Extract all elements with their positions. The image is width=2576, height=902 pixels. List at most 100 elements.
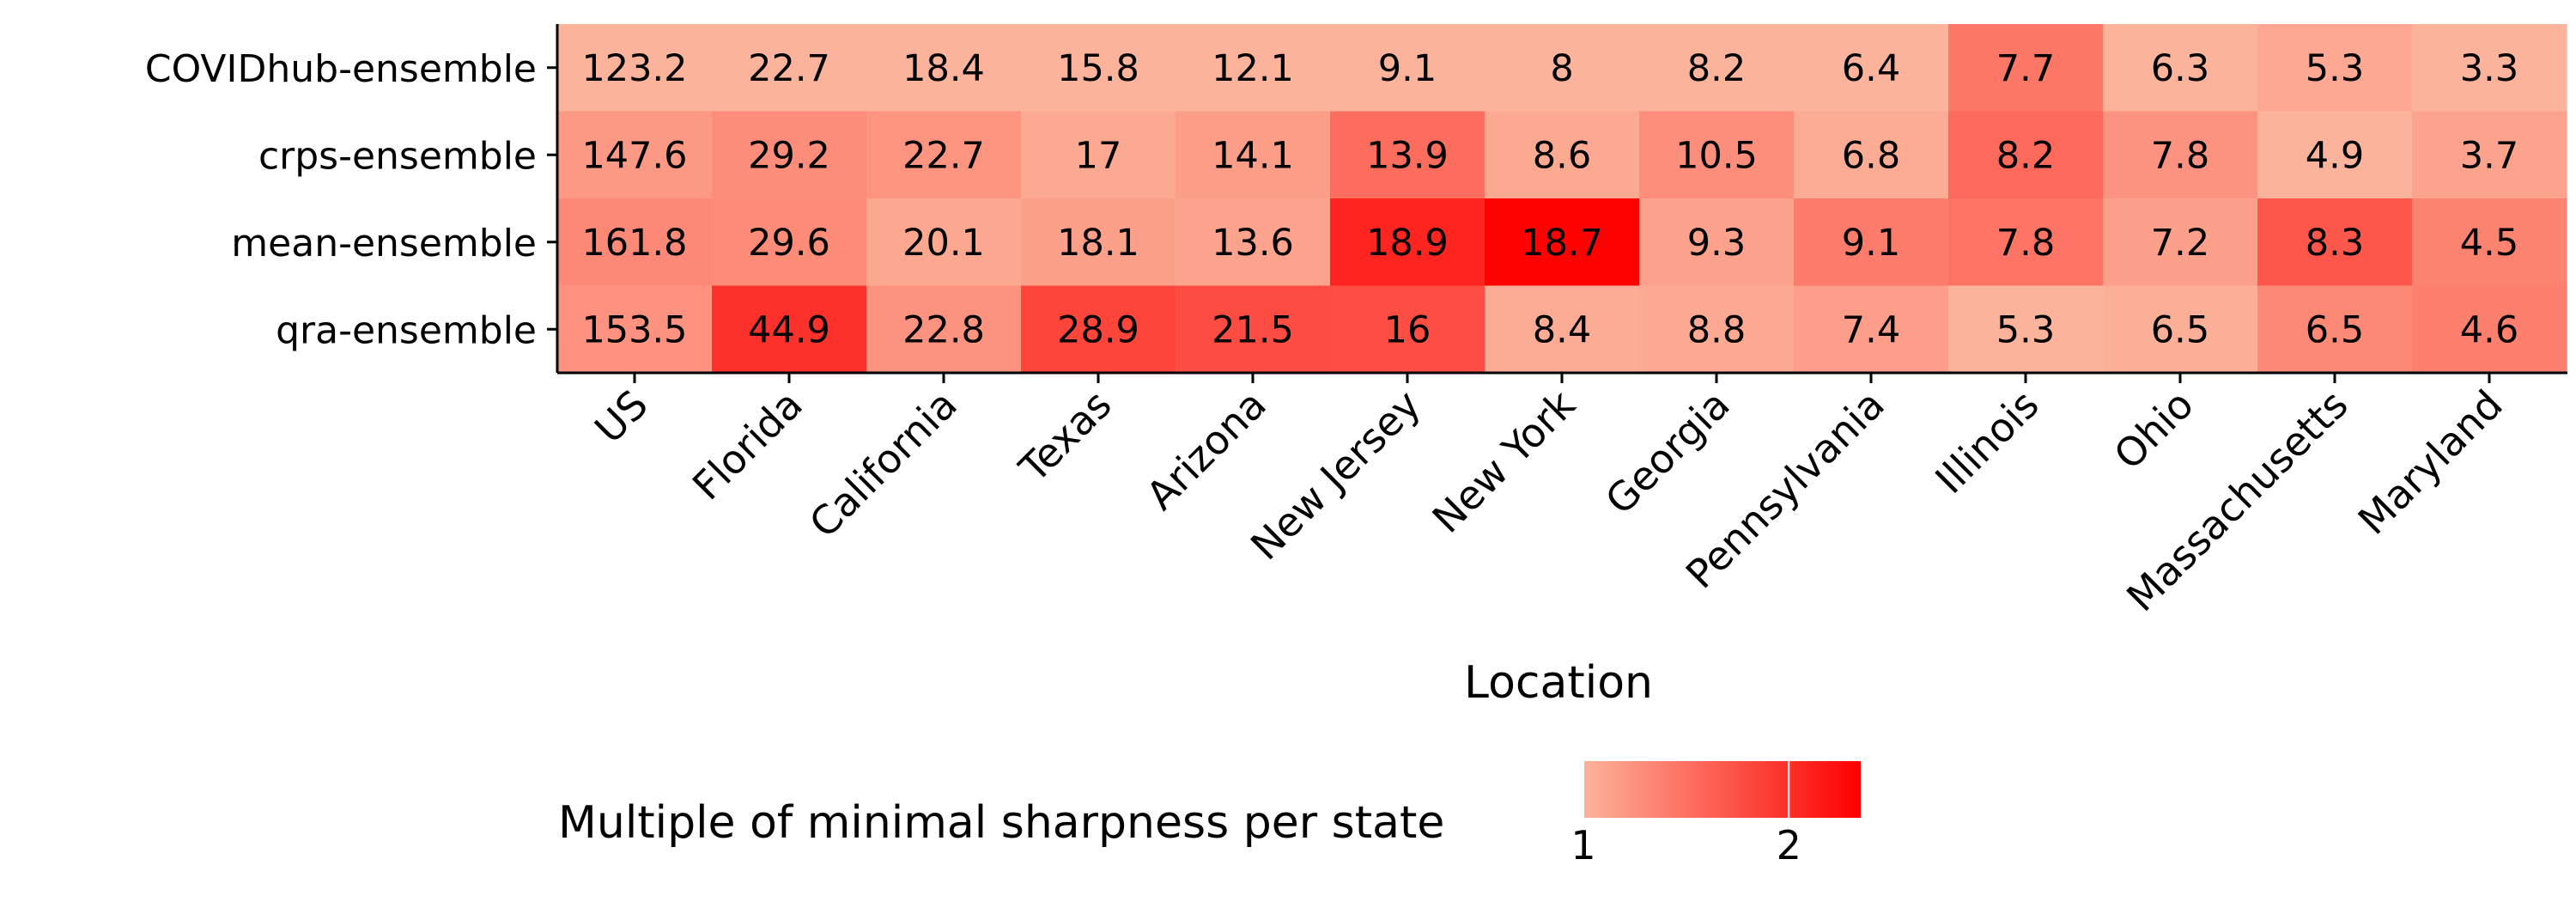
heatmap-cell [557, 111, 713, 199]
heatmap-cell [1485, 24, 1640, 113]
heatmap-cell [866, 111, 1022, 199]
cell-value-label: 9.3 [1687, 222, 1746, 265]
cell-value-label: 18.4 [902, 47, 985, 90]
heatmap-cell [1639, 24, 1795, 113]
cell-value-label: 20.1 [902, 222, 985, 265]
cell-value-label: 22.7 [902, 134, 985, 177]
cell-value-label: 8.8 [1687, 308, 1746, 351]
heatmap-cell [2412, 24, 2567, 113]
heatmap-cell [1330, 198, 1485, 287]
x-tick-label: New York [1424, 381, 1584, 541]
heatmap-cell-labels: 123.2 22.7 18.4 15.8 12.1 9.1 8 8.2 6.4 7.7 6.3 5.3… [581, 47, 2518, 352]
legend-title: Multiple of minimal sharpness per state [558, 797, 1444, 849]
heatmap-cell [2103, 285, 2258, 374]
cell-value-label: 8.2 [1996, 134, 2055, 177]
cell-value-label: 7.4 [1842, 308, 1900, 351]
cell-value-label: 6.4 [1842, 47, 1900, 90]
cell-value-label: 29.6 [748, 222, 830, 265]
heatmap-cells [557, 24, 2567, 374]
heatmap-cell [1176, 198, 1331, 287]
heatmap-cell [866, 285, 1022, 374]
heatmap-cell [1948, 24, 2104, 113]
y-tick-label: crps-ensemble [258, 134, 537, 178]
cell-value-label: 4.5 [2460, 222, 2518, 265]
heatmap-cell [1948, 111, 2104, 199]
cell-value-label: 21.5 [1212, 308, 1294, 351]
cell-value-label: 13.9 [1366, 134, 1449, 177]
legend-tick-label: 2 [1777, 822, 1801, 868]
cell-value-label: 17 [1075, 134, 1122, 177]
heatmap-cell [1485, 111, 1640, 199]
x-tick-label: US [586, 381, 657, 453]
cell-value-label: 44.9 [748, 308, 830, 351]
cell-value-label: 3.3 [2460, 47, 2518, 90]
heatmap-cell [712, 24, 867, 113]
x-tick-label: Texas [1010, 381, 1121, 492]
heatmap-cell [2103, 198, 2258, 287]
cell-value-label: 7.7 [1996, 47, 2055, 90]
heatmap-cell [557, 285, 713, 374]
cell-value-label: 4.9 [2306, 134, 2364, 177]
cell-value-label: 22.7 [748, 47, 830, 90]
heatmap-cell [2103, 24, 2258, 113]
heatmap-cell [1794, 285, 1949, 374]
heatmap-cell [2412, 198, 2567, 287]
heatmap-cell [1794, 198, 1949, 287]
y-tick-label: qra-ensemble [276, 308, 537, 352]
y-tick-labels: COVIDhub-ensemble crps-ensemble mean-ensem… [145, 47, 557, 352]
heatmap-cell [1485, 198, 1640, 287]
y-tick-label: mean-ensemble [231, 222, 537, 265]
heatmap-cell [712, 285, 867, 374]
heatmap-cell [1330, 24, 1485, 113]
cell-value-label: 123.2 [581, 47, 687, 90]
cell-value-label: 8.4 [1533, 308, 1591, 351]
x-tick-label: Illinois [1926, 381, 2047, 503]
cell-value-label: 29.2 [748, 134, 830, 177]
cell-value-label: 12.1 [1212, 47, 1294, 90]
heatmap-cell [1485, 285, 1640, 374]
cell-value-label: 5.3 [1996, 308, 2055, 351]
heatmap-cell [2257, 111, 2413, 199]
heatmap-cell [1639, 111, 1795, 199]
heatmap-cell [1176, 111, 1331, 199]
heatmap-cell [557, 198, 713, 287]
cell-value-label: 14.1 [1212, 134, 1294, 177]
heatmap-cell [712, 111, 867, 199]
heatmap-cell [1021, 111, 1176, 199]
x-tick-label: Georgia [1596, 381, 1739, 524]
heatmap-cell [2257, 285, 2413, 374]
x-tick-label: Maryland [2349, 381, 2512, 544]
heatmap-cell [1021, 198, 1176, 287]
heatmap-cell [712, 198, 867, 287]
cell-value-label: 8 [1550, 47, 1573, 90]
legend-tick-label: 1 [1571, 822, 1595, 868]
cell-value-label: 7.8 [2151, 134, 2209, 177]
cell-value-label: 153.5 [581, 308, 687, 351]
heatmap-cell [1639, 285, 1795, 374]
cell-value-label: 4.6 [2460, 308, 2518, 351]
cell-value-label: 161.8 [581, 222, 687, 265]
x-tick-label: Arizona [1137, 381, 1274, 519]
cell-value-label: 28.9 [1057, 308, 1139, 351]
heatmap-cell [2103, 111, 2258, 199]
x-tick-label: California [800, 381, 966, 547]
cell-value-label: 10.5 [1675, 134, 1758, 177]
heatmap-cell [1639, 198, 1795, 287]
cell-value-label: 16 [1384, 308, 1431, 351]
heatmap-cell [1794, 24, 1949, 113]
heatmap-cell [1021, 285, 1176, 374]
x-tick-label: Ohio [2105, 381, 2202, 478]
heatmap-cell [1948, 198, 2104, 287]
cell-value-label: 147.6 [581, 134, 687, 177]
heatmap-cell [1948, 285, 2104, 374]
cell-value-label: 8.3 [2306, 222, 2364, 265]
cell-value-label: 7.2 [2151, 222, 2209, 265]
cell-value-label: 3.7 [2460, 134, 2518, 177]
heatmap-cell [1176, 24, 1331, 113]
cell-value-label: 6.8 [1842, 134, 1900, 177]
cell-value-label: 13.6 [1212, 222, 1294, 265]
cell-value-label: 6.3 [2151, 47, 2209, 90]
cell-value-label: 5.3 [2306, 47, 2364, 90]
